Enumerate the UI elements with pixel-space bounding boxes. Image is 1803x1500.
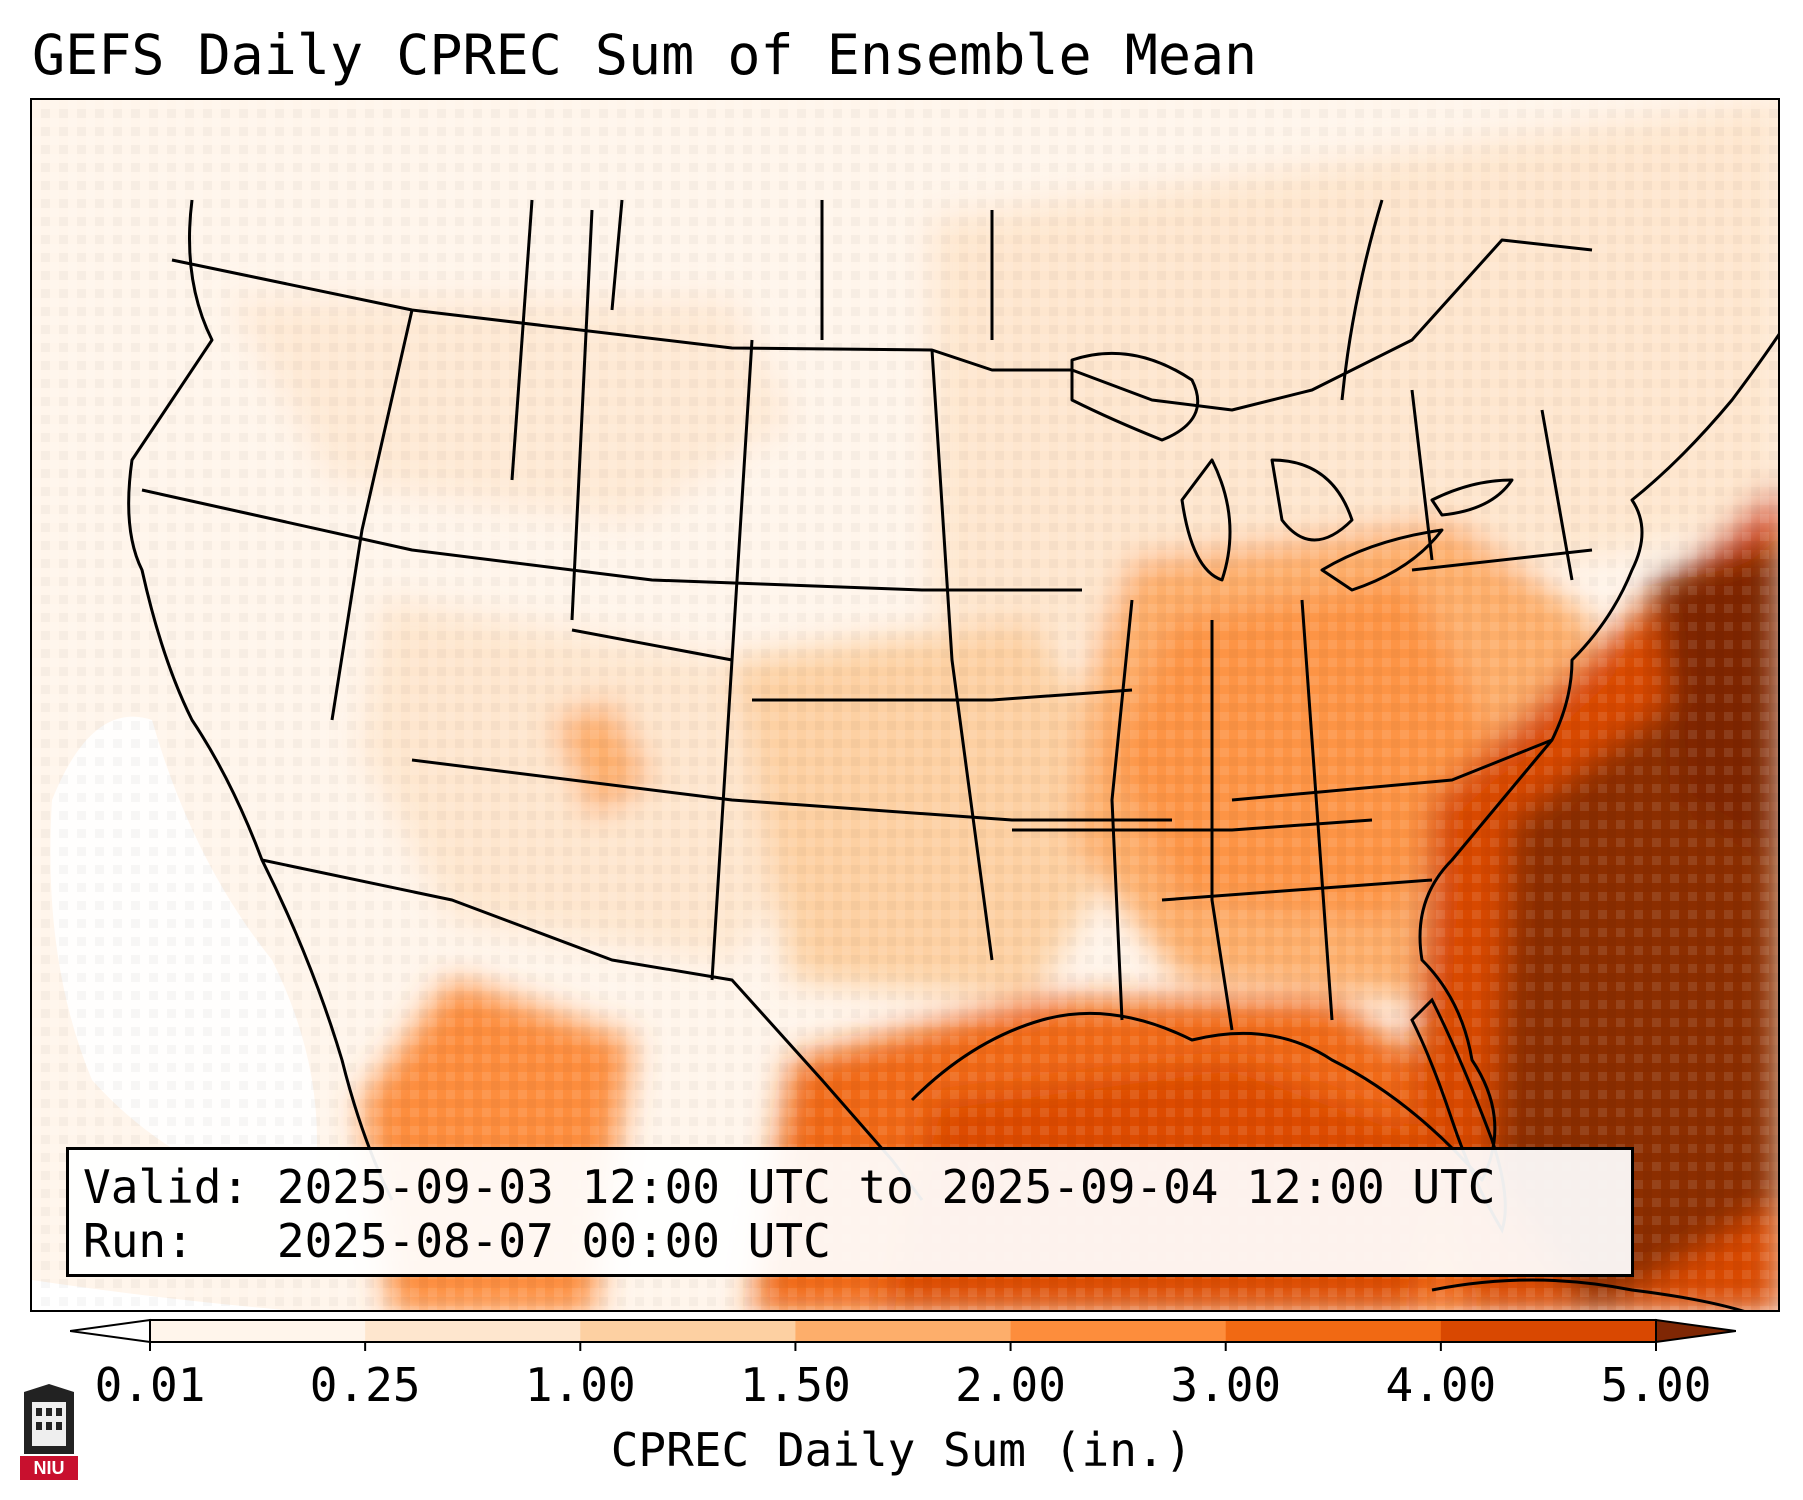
colorbar-segment [365,1320,581,1342]
colorbar-tick-label: 5.00 [1600,1358,1712,1412]
colorbar-tick-label: 1.50 [740,1358,851,1412]
colorbar-segment [1225,1320,1442,1342]
colorbar-segment [580,1320,796,1342]
colorbar-tick-label: 4.00 [1385,1358,1497,1412]
cuba-coast [1431,1278,1745,1310]
niu-logo: NIU [20,1384,78,1480]
valid-label: Valid: [83,1160,250,1214]
grid-texture [32,100,1778,1310]
run-label: Run: [83,1214,194,1268]
map-title: GEFS Daily CPREC Sum of Ensemble Mean [32,23,1258,87]
valid-row: Valid: 2025-09-03 12:00 UTC to 2025-09-0… [83,1160,1617,1214]
lake-ontario [1430,478,1514,517]
colorbar-tick-label: 0.01 [94,1358,206,1412]
colorbar-segment [1010,1320,1227,1342]
canada-border [171,238,1593,412]
lake-erie [1320,528,1444,592]
state-line-4 [570,209,594,621]
colorbar-tick-label: 0.25 [309,1358,421,1412]
colorbar-tick-label: 1.00 [524,1358,636,1412]
run-value: 2025-08-07 00:00 UTC [276,1214,831,1268]
lake-superior [1070,351,1200,442]
state-line-7 [411,758,1172,822]
state-line-8 [571,628,733,662]
canada-line-3 [610,199,624,311]
validity-info-box: Valid: 2025-09-03 12:00 UTC to 2025-09-0… [66,1147,1634,1277]
run-row: Run: 2025-08-07 00:00 UTC [83,1214,1617,1268]
state-line-18 [1540,409,1574,581]
colorbar [70,1318,1736,1351]
logo-text: NIU [34,1458,65,1478]
lake-michigan [1180,458,1232,582]
state-line-9 [752,688,1133,702]
colorbar-under-extension [70,1318,151,1344]
colorbar-segment [150,1320,366,1342]
lake-huron [1270,458,1354,542]
state-line-6 [930,349,994,961]
colorbar-tick-label: 3.00 [1170,1358,1282,1412]
boundary-lines [127,199,1778,1201]
precipitation-map [30,98,1780,1312]
colorbar-segment [795,1320,1012,1342]
state-line-13 [1300,599,1334,1021]
state-line-1 [141,488,1082,592]
east-gulf-coastline [910,333,1778,1182]
state-line-3 [510,199,534,481]
state-line-12 [1210,620,1234,1031]
state-line-2 [330,309,414,721]
canada-line-4 [1340,199,1384,401]
west-coastline [127,199,394,1201]
colorbar-outline [149,1319,1657,1343]
map-canvas [32,100,1778,1310]
state-line-11 [1110,599,1134,1021]
colorbar-segment [1440,1320,1657,1342]
mexico-border [261,858,924,1201]
state-line-17 [1410,389,1434,561]
state-line-16 [1411,548,1593,572]
valid-value: 2025-09-03 12:00 UTC to 2025-09-04 12:00… [276,1160,1496,1214]
colorbar-tick-label: 2.00 [955,1358,1066,1412]
colorbar-title: CPREC Daily Sum (in.) [610,1423,1193,1477]
state-line-10 [1012,818,1373,832]
state-line-14 [1231,738,1553,802]
colorbar-over-extension [1655,1318,1736,1344]
state-line-15 [1161,878,1433,902]
